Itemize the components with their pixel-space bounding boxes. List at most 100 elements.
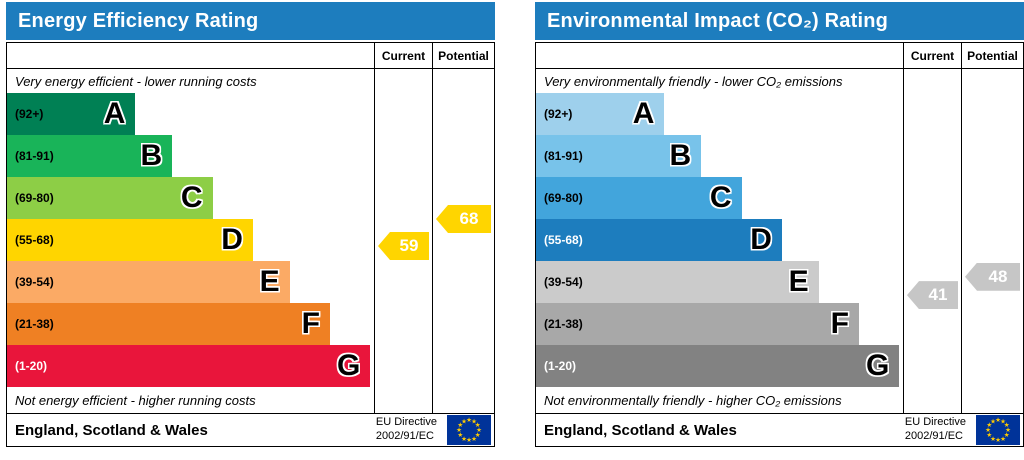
- band-letter-c: C: [709, 181, 732, 214]
- column-header-row: Current Potential: [7, 43, 494, 69]
- potential-rating-value: 48: [988, 266, 1008, 286]
- bottom-note: Not energy efficient - higher running co…: [15, 392, 256, 408]
- svg-text:★: ★: [1005, 426, 1011, 434]
- potential-rating-arrow: 68: [436, 205, 491, 233]
- band-row-b: (81-91) B: [7, 135, 374, 177]
- band-bar-b: (81-91) B: [536, 135, 702, 177]
- eu-directive-line2: 2002/91/EC: [375, 430, 434, 442]
- band-letter-f: F: [830, 307, 849, 340]
- band-bar-c: (69-80) C: [536, 177, 742, 219]
- band-range-label: (1-20): [544, 359, 577, 373]
- band-range-label: (81-91): [15, 149, 54, 163]
- band-range-label: (92+): [544, 107, 573, 121]
- top-note: Very energy efficient - lower running co…: [15, 73, 257, 89]
- eu-flag-icon: ★ ★★★★★★★★★★★: [447, 415, 491, 445]
- band-bar-a: (92+) A: [7, 93, 136, 135]
- footer-region-label: England, Scotland & Wales: [15, 421, 208, 439]
- band-letter-b: B: [140, 139, 163, 172]
- svg-text:★: ★: [466, 416, 472, 424]
- svg-text:★: ★: [995, 416, 1001, 424]
- eu-directive-label: EU Directive 2002/91/EC: [376, 416, 437, 444]
- band-row-c: (69-80) C: [536, 177, 903, 219]
- environmental-impact-rating-chart: Environmental Impact (CO₂) Rating Current…: [535, 2, 1024, 447]
- potential-rating-arrow: 48: [965, 262, 1020, 291]
- column-header-current: Current: [903, 43, 961, 68]
- environmental-impact-chart-title: Environmental Impact (CO₂) Rating: [535, 2, 1024, 40]
- band-range-label: (55-68): [15, 233, 54, 247]
- epc-rating-charts: Energy Efficiency Rating Current Potential…: [6, 2, 1024, 447]
- band-bar-d: (55-68) D: [7, 219, 253, 261]
- chart-footer: England, Scotland & Wales EU Directive 200…: [535, 413, 1024, 447]
- band-bar-f: (21-38) F: [536, 303, 859, 345]
- svg-text:★: ★: [986, 421, 992, 429]
- rating-body: Very environmentally friendly - lower CO…: [536, 69, 1023, 413]
- band-letter-c: C: [180, 181, 203, 214]
- svg-text:★: ★: [476, 426, 482, 434]
- band-row-e: (39-54) E: [7, 261, 374, 303]
- potential-column: 48: [961, 69, 1023, 413]
- band-range-label: (69-80): [15, 191, 54, 205]
- band-letter-g: G: [336, 349, 361, 382]
- footer-region-label: England, Scotland & Wales: [544, 421, 737, 439]
- eu-directive-label: EU Directive 2002/91/EC: [905, 416, 966, 444]
- energy-efficiency-chart-title: Energy Efficiency Rating: [6, 2, 495, 40]
- column-header-spacer: [7, 43, 374, 68]
- bands-area: Very energy efficient - lower running co…: [7, 69, 374, 413]
- band-letter-d: D: [750, 223, 772, 256]
- band-row-a: (92+) A: [7, 93, 374, 135]
- band-range-label: (39-54): [544, 275, 583, 289]
- current-column: 59: [374, 69, 432, 413]
- current-rating-arrow: 41: [907, 281, 958, 310]
- svg-text:★: ★: [457, 431, 463, 439]
- bottom-note: Not environmentally friendly - higher CO…: [544, 392, 842, 408]
- band-range-label: (92+): [15, 107, 44, 121]
- band-letter-a: A: [103, 97, 126, 130]
- svg-text:★: ★: [1004, 421, 1010, 429]
- band-row-c: (69-80) C: [7, 177, 374, 219]
- band-row-d: (55-68) D: [7, 219, 374, 261]
- svg-text:★: ★: [461, 418, 467, 426]
- band-letter-b: B: [669, 139, 692, 172]
- band-range-label: (55-68): [544, 233, 583, 247]
- svg-text:★: ★: [985, 426, 991, 434]
- svg-text:★: ★: [457, 421, 463, 429]
- energy-efficiency-rating-chart: Energy Efficiency Rating Current Potential…: [6, 2, 495, 447]
- svg-text:★: ★: [461, 435, 467, 443]
- svg-text:★: ★: [466, 436, 472, 444]
- rating-body: Very energy efficient - lower running co…: [7, 69, 494, 413]
- band-bar-a: (92+) A: [536, 93, 665, 135]
- column-header-potential: Potential: [432, 43, 494, 68]
- band-letter-g: G: [865, 349, 890, 382]
- potential-rating-value: 68: [459, 209, 479, 228]
- band-bar-f: (21-38) F: [7, 303, 330, 345]
- chart-footer: England, Scotland & Wales EU Directive 200…: [6, 413, 495, 447]
- svg-text:★: ★: [990, 435, 996, 443]
- band-letter-d: D: [221, 223, 243, 256]
- band-bar-e: (39-54) E: [7, 261, 290, 303]
- svg-text:★: ★: [1000, 435, 1006, 443]
- band-range-label: (21-38): [544, 317, 583, 331]
- current-column: 41: [903, 69, 961, 413]
- bands-area: Very environmentally friendly - lower CO…: [536, 69, 903, 413]
- svg-text:★: ★: [986, 431, 992, 439]
- column-header-row: Current Potential: [536, 43, 1023, 69]
- band-bar-g: (1-20) G: [536, 345, 900, 387]
- column-header-spacer: [536, 43, 903, 68]
- column-header-current: Current: [374, 43, 432, 68]
- band-letter-e: E: [788, 265, 809, 298]
- svg-text:★: ★: [471, 435, 477, 443]
- band-row-d: (55-68) D: [536, 219, 903, 261]
- band-row-g: (1-20) G: [7, 345, 374, 387]
- band-row-a: (92+) A: [536, 93, 903, 135]
- current-rating-value: 59: [399, 236, 419, 255]
- current-rating-arrow: 59: [378, 232, 429, 260]
- band-row-e: (39-54) E: [536, 261, 903, 303]
- top-note: Very environmentally friendly - lower CO…: [544, 73, 843, 89]
- svg-text:★: ★: [990, 418, 996, 426]
- svg-text:★: ★: [1000, 418, 1006, 426]
- band-bar-b: (81-91) B: [7, 135, 173, 177]
- eu-directive-line2: 2002/91/EC: [904, 430, 963, 442]
- svg-text:★: ★: [475, 431, 481, 439]
- eu-flag-icon: ★ ★★★★★★★★★★★: [976, 415, 1020, 445]
- band-row-b: (81-91) B: [536, 135, 903, 177]
